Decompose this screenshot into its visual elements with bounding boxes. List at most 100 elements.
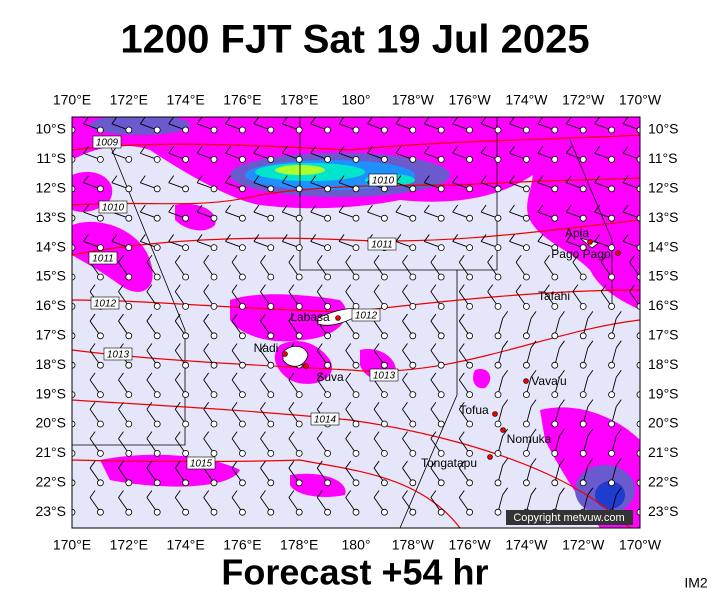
barb-station bbox=[238, 479, 246, 487]
barb-station bbox=[324, 449, 332, 457]
isobar-label-box bbox=[369, 368, 399, 382]
barb-station bbox=[125, 508, 133, 516]
barb-station bbox=[238, 244, 246, 252]
barb-station bbox=[352, 155, 360, 163]
barb-feather bbox=[402, 490, 408, 498]
barb-station bbox=[437, 155, 445, 163]
barb-feather bbox=[310, 234, 317, 242]
barb-station bbox=[267, 126, 275, 134]
lat-label-right: 18°S bbox=[648, 356, 679, 372]
barb-feather bbox=[196, 145, 203, 154]
isobar-label: 1012 bbox=[94, 299, 117, 310]
barb-station bbox=[238, 302, 246, 310]
lon-label-top: 170°E bbox=[53, 92, 91, 108]
lat-label-right: 12°S bbox=[648, 180, 679, 196]
barb-station bbox=[551, 185, 559, 193]
barb-feather bbox=[345, 343, 352, 351]
place-label: Apia bbox=[565, 226, 589, 240]
barb-station bbox=[409, 155, 417, 163]
barb-station bbox=[409, 185, 417, 193]
isobar-label: 1009 bbox=[96, 138, 119, 149]
barb-station bbox=[97, 273, 104, 281]
barb-station bbox=[153, 508, 161, 516]
barb-station bbox=[267, 214, 275, 222]
barb-feather bbox=[622, 117, 629, 125]
barb-station bbox=[437, 508, 445, 516]
barb-feather bbox=[316, 490, 323, 498]
barb-feather bbox=[168, 145, 175, 154]
lon-label-top: 170°W bbox=[619, 92, 662, 108]
barb-feather bbox=[146, 401, 153, 410]
place-label: Labasa bbox=[290, 310, 330, 324]
barb-feather bbox=[430, 460, 437, 469]
barb-station bbox=[125, 449, 133, 457]
barb-feather bbox=[281, 234, 288, 242]
barb-station bbox=[72, 450, 76, 457]
barb-feather bbox=[587, 311, 594, 319]
barb-feather bbox=[168, 117, 175, 125]
barb-station bbox=[210, 361, 218, 369]
barb-feather bbox=[587, 428, 594, 437]
barb-station bbox=[97, 508, 104, 516]
barb-station bbox=[437, 361, 445, 369]
barb-feather bbox=[430, 372, 437, 381]
barb-station bbox=[125, 420, 133, 428]
barb-station bbox=[238, 420, 246, 428]
barb-feather bbox=[260, 372, 266, 381]
lat-label-right: 21°S bbox=[648, 444, 679, 460]
barb-feather bbox=[487, 254, 494, 263]
barb-station bbox=[636, 185, 640, 193]
barb-station bbox=[608, 332, 615, 340]
barb-station bbox=[97, 332, 104, 340]
barb-station bbox=[466, 332, 474, 340]
barb-feather bbox=[423, 175, 430, 183]
barb-station bbox=[153, 244, 161, 252]
barb-station bbox=[238, 449, 246, 457]
barb-feather bbox=[458, 401, 465, 410]
barb-station bbox=[523, 332, 530, 340]
barb-station bbox=[636, 479, 640, 487]
lat-label-left: 13°S bbox=[35, 209, 66, 225]
barb-feather bbox=[565, 117, 572, 125]
lon-label-bottom: 178°W bbox=[392, 537, 435, 553]
place-label: Pago Pago bbox=[551, 247, 611, 261]
barb-station bbox=[324, 332, 332, 340]
barb-station bbox=[551, 449, 559, 457]
barb-station bbox=[608, 391, 615, 399]
barb-feather bbox=[594, 175, 601, 183]
barb-station bbox=[72, 361, 76, 369]
barb-feather bbox=[225, 145, 231, 154]
isobar-label: 1013 bbox=[373, 371, 396, 382]
barb-feather bbox=[174, 254, 181, 263]
barb-feather bbox=[587, 340, 594, 349]
barb-station bbox=[494, 449, 502, 457]
lat-label-left: 17°S bbox=[35, 327, 66, 343]
barb-station bbox=[636, 273, 640, 281]
barb-feather bbox=[345, 254, 352, 263]
barb-station bbox=[97, 214, 104, 222]
barb-station bbox=[579, 273, 587, 281]
barb-station bbox=[238, 126, 246, 134]
barb-feather bbox=[260, 254, 266, 263]
lat-label-right: 23°S bbox=[648, 503, 679, 519]
map-frame bbox=[71, 116, 641, 529]
barb-station bbox=[551, 479, 559, 487]
barb-feather bbox=[373, 343, 380, 351]
barb-feather bbox=[458, 372, 465, 381]
barb-feather bbox=[565, 175, 572, 183]
barb-feather bbox=[565, 234, 572, 242]
barb-station bbox=[494, 155, 502, 163]
barb-feather bbox=[316, 431, 323, 439]
barb-feather bbox=[174, 372, 181, 381]
place-label: Suva bbox=[316, 370, 344, 384]
barb-feather bbox=[402, 313, 408, 322]
barb-station bbox=[72, 391, 76, 398]
barb-feather bbox=[203, 401, 210, 410]
barb-feather bbox=[402, 284, 408, 292]
barb-station bbox=[97, 244, 104, 252]
barb-station bbox=[608, 361, 615, 369]
barb-station bbox=[608, 126, 615, 134]
barb-station bbox=[72, 185, 76, 193]
barb-feather bbox=[458, 460, 465, 469]
barb-station bbox=[551, 214, 559, 222]
